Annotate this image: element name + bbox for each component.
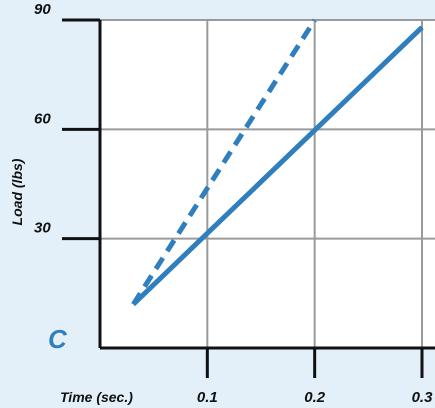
- panel-label: C: [48, 324, 68, 354]
- axes: [62, 18, 435, 378]
- y-tick-label-2: 90: [34, 1, 51, 18]
- x-tick-label-0: 0.1: [197, 389, 218, 406]
- grid-lines: [100, 19, 435, 348]
- tick-labels: 30 60 90 0.1 0.2 0.3: [34, 1, 433, 406]
- x-tick-label-2: 0.3: [412, 389, 434, 406]
- x-axis-title: Time (sec.): [60, 389, 133, 405]
- series-layer: [131, 18, 424, 307]
- y-axis-title: Load (lbs): [9, 158, 25, 225]
- y-tick-label-0: 30: [34, 220, 51, 237]
- y-tick-label-1: 60: [34, 110, 51, 127]
- plot-area: [100, 20, 435, 348]
- x-tick-label-1: 0.2: [304, 389, 326, 406]
- series-line-solid: [131, 25, 424, 307]
- series-line-dashed: [131, 18, 317, 306]
